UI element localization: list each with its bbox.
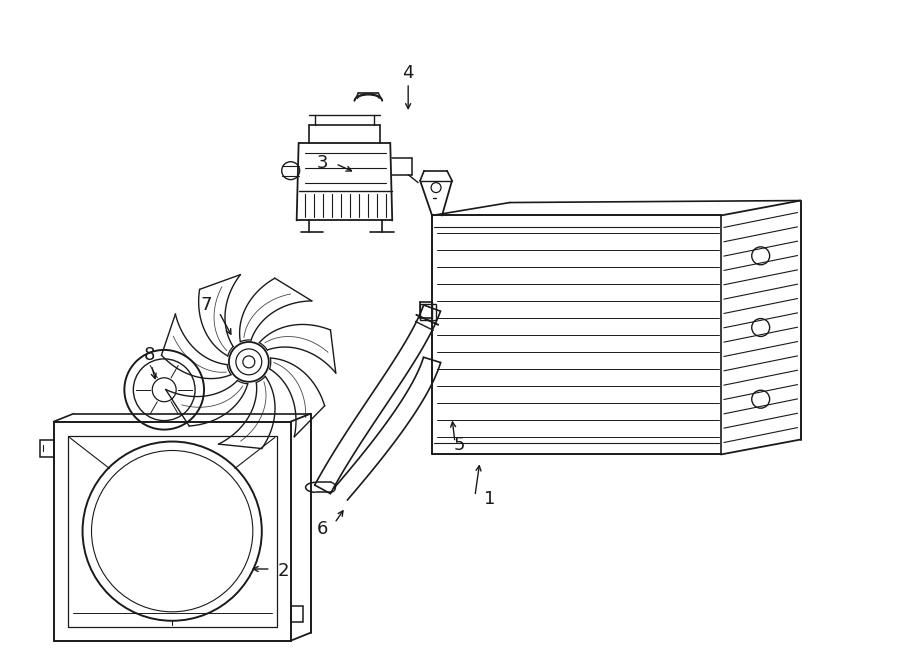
Bar bbox=[40, 440, 54, 457]
Bar bbox=[420, 305, 436, 321]
Text: 8: 8 bbox=[144, 346, 155, 364]
Text: 4: 4 bbox=[402, 64, 414, 82]
Text: 1: 1 bbox=[484, 490, 496, 508]
Text: 2: 2 bbox=[278, 562, 290, 580]
Text: 3: 3 bbox=[317, 154, 328, 172]
Text: 7: 7 bbox=[201, 296, 212, 314]
Text: 6: 6 bbox=[317, 520, 328, 538]
Bar bbox=[291, 606, 302, 622]
Text: 5: 5 bbox=[454, 436, 464, 453]
